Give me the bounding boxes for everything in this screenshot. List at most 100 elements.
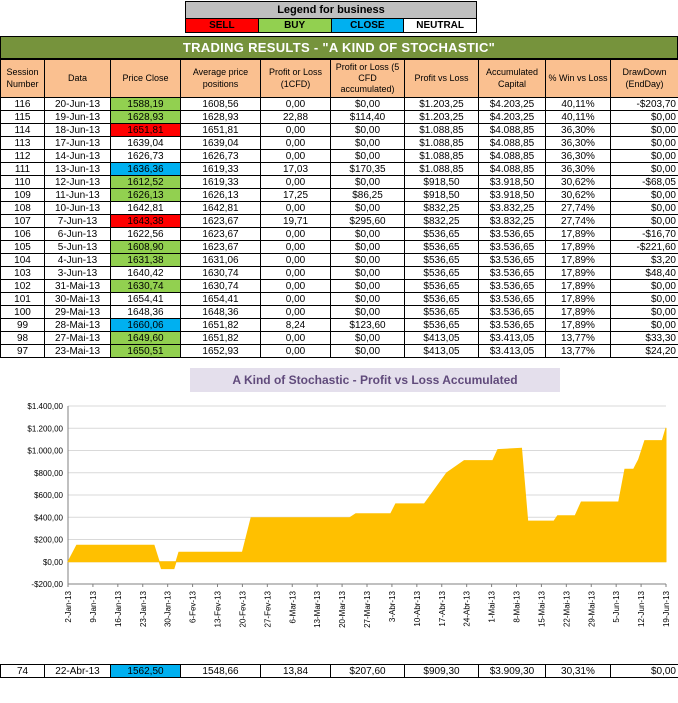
- cell-profit-vs-loss[interactable]: $413,05: [404, 344, 479, 358]
- cell-average-price[interactable]: 1642,81: [180, 201, 261, 215]
- cell-price-close[interactable]: 1642,81: [110, 201, 181, 215]
- cell-session[interactable]: 110: [0, 175, 45, 189]
- cell-drawdown[interactable]: $33,30: [610, 331, 678, 345]
- cell-drawdown[interactable]: -$203,70: [610, 97, 678, 111]
- cell-profit-vs-loss[interactable]: $536,65: [404, 318, 479, 332]
- cell-price-close[interactable]: 1628,93: [110, 110, 181, 124]
- cell-win-pct[interactable]: 40,11%: [545, 110, 611, 124]
- cell-date[interactable]: 10-Jun-13: [44, 201, 111, 215]
- cell-pl-1cfd[interactable]: 0,00: [260, 97, 331, 111]
- cell-win-pct[interactable]: 27,74%: [545, 214, 611, 228]
- cell-pl-1cfd[interactable]: 22,88: [260, 110, 331, 124]
- cell-win-pct[interactable]: 13,77%: [545, 344, 611, 358]
- cell-profit-vs-loss[interactable]: $1.088,85: [404, 123, 479, 137]
- cell-session[interactable]: 103: [0, 266, 45, 280]
- cell-pl-5cfd[interactable]: $0,00: [330, 201, 405, 215]
- cell-accumulated-capital[interactable]: $3.536,65: [478, 318, 546, 332]
- cell-profit-vs-loss[interactable]: $1.088,85: [404, 149, 479, 163]
- cell-pl-5cfd[interactable]: $295,60: [330, 214, 405, 228]
- header-win_pct[interactable]: % Win vs Loss: [545, 59, 611, 98]
- cell-session[interactable]: 112: [0, 149, 45, 163]
- cell-price-close[interactable]: 1588,19: [110, 97, 181, 111]
- cell-average-price[interactable]: 1623,67: [180, 240, 261, 254]
- cell-date[interactable]: 28-Mai-13: [44, 318, 111, 332]
- cell-accumulated-capital[interactable]: $3.536,65: [478, 240, 546, 254]
- cell-accumulated-capital[interactable]: $3.918,50: [478, 188, 546, 202]
- cell-price-close[interactable]: 1643,38: [110, 214, 181, 228]
- cell-date[interactable]: 12-Jun-13: [44, 175, 111, 189]
- cell-average-price[interactable]: 1619,33: [180, 175, 261, 189]
- cell-average-price[interactable]: 1626,13: [180, 188, 261, 202]
- cell-drawdown[interactable]: $0,00: [610, 279, 678, 293]
- cell-accumulated-capital[interactable]: $3.536,65: [478, 253, 546, 267]
- cell-drawdown[interactable]: -$16,70: [610, 227, 678, 241]
- cell-pl-1cfd[interactable]: 0,00: [260, 292, 331, 306]
- cell-average-price[interactable]: 1623,67: [180, 227, 261, 241]
- cell-profit-vs-loss[interactable]: $536,65: [404, 240, 479, 254]
- cell-price-close[interactable]: 1630,74: [110, 279, 181, 293]
- cell-pl-5cfd[interactable]: $0,00: [330, 305, 405, 319]
- cell-pl-1cfd[interactable]: 0,00: [260, 201, 331, 215]
- cell-date[interactable]: 14-Jun-13: [44, 149, 111, 163]
- cell-win-pct[interactable]: 13,77%: [545, 331, 611, 345]
- cell-accumulated-capital[interactable]: $3.832,25: [478, 201, 546, 215]
- cell-date[interactable]: 27-Mai-13: [44, 331, 111, 345]
- cell-pl-5cfd[interactable]: $0,00: [330, 331, 405, 345]
- cell-pl-1cfd[interactable]: 0,00: [260, 123, 331, 137]
- cell-session[interactable]: 98: [0, 331, 45, 345]
- cell-average-price[interactable]: 1654,41: [180, 292, 261, 306]
- cell-drawdown[interactable]: $48,40: [610, 266, 678, 280]
- cell-profit-vs-loss[interactable]: $536,65: [404, 227, 479, 241]
- cell-session[interactable]: 108: [0, 201, 45, 215]
- cell-pl-5cfd[interactable]: $0,00: [330, 175, 405, 189]
- cell-win-pct[interactable]: 17,89%: [545, 227, 611, 241]
- cell-session[interactable]: 107: [0, 214, 45, 228]
- header-average_price[interactable]: Average price positions: [180, 59, 261, 98]
- cell-session[interactable]: 99: [0, 318, 45, 332]
- cell-average-price[interactable]: 1652,93: [180, 344, 261, 358]
- cell-accumulated-capital[interactable]: $3.413,05: [478, 331, 546, 345]
- cell-profit-vs-loss[interactable]: $536,65: [404, 253, 479, 267]
- cell-pl-5cfd[interactable]: $0,00: [330, 136, 405, 150]
- cell-date[interactable]: 29-Mai-13: [44, 305, 111, 319]
- legend-item-sell[interactable]: SELL: [185, 18, 259, 33]
- cell-average-price[interactable]: 1651,82: [180, 331, 261, 345]
- cell-pl-1cfd[interactable]: 0,00: [260, 279, 331, 293]
- cell-win-pct[interactable]: 27,74%: [545, 201, 611, 215]
- cell-drawdown[interactable]: $0,00: [610, 318, 678, 332]
- cell-price-close[interactable]: 1612,52: [110, 175, 181, 189]
- cell-accumulated-capital[interactable]: $3.536,65: [478, 266, 546, 280]
- cell-session[interactable]: 74: [0, 664, 45, 678]
- cell-session[interactable]: 104: [0, 253, 45, 267]
- cell-session[interactable]: 109: [0, 188, 45, 202]
- cell-drawdown[interactable]: -$221,60: [610, 240, 678, 254]
- cell-win-pct[interactable]: 17,89%: [545, 305, 611, 319]
- cell-price-close[interactable]: 1660,06: [110, 318, 181, 332]
- cell-session[interactable]: 101: [0, 292, 45, 306]
- cell-date[interactable]: 19-Jun-13: [44, 110, 111, 124]
- cell-date[interactable]: 11-Jun-13: [44, 188, 111, 202]
- cell-date[interactable]: 20-Jun-13: [44, 97, 111, 111]
- cell-profit-vs-loss[interactable]: $832,25: [404, 214, 479, 228]
- header-pl_5cfd[interactable]: Profit or Loss (5 CFD accumulated): [330, 59, 405, 98]
- cell-drawdown[interactable]: $3,20: [610, 253, 678, 267]
- cell-pl-5cfd[interactable]: $0,00: [330, 123, 405, 137]
- cell-win-pct[interactable]: 36,30%: [545, 149, 611, 163]
- cell-price-close[interactable]: 1622,56: [110, 227, 181, 241]
- cell-win-pct[interactable]: 17,89%: [545, 266, 611, 280]
- cell-session[interactable]: 116: [0, 97, 45, 111]
- cell-profit-vs-loss[interactable]: $413,05: [404, 331, 479, 345]
- cell-drawdown[interactable]: $0,00: [610, 136, 678, 150]
- cell-profit-vs-loss[interactable]: $536,65: [404, 279, 479, 293]
- header-date[interactable]: Data: [44, 59, 111, 98]
- cell-profit-vs-loss[interactable]: $1.088,85: [404, 136, 479, 150]
- cell-session[interactable]: 105: [0, 240, 45, 254]
- cell-session[interactable]: 102: [0, 279, 45, 293]
- cell-drawdown[interactable]: $0,00: [610, 162, 678, 176]
- header-price_close[interactable]: Price Close: [110, 59, 181, 98]
- cell-drawdown[interactable]: $0,00: [610, 201, 678, 215]
- cell-price-close[interactable]: 1631,38: [110, 253, 181, 267]
- cell-drawdown[interactable]: $0,00: [610, 305, 678, 319]
- cell-pl-1cfd[interactable]: 0,00: [260, 240, 331, 254]
- cell-win-pct[interactable]: 17,89%: [545, 279, 611, 293]
